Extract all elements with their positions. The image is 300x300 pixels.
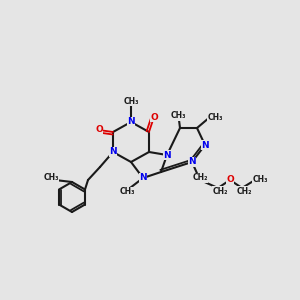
Text: CH₂: CH₂ bbox=[192, 173, 208, 182]
Text: N: N bbox=[127, 118, 135, 127]
Text: CH₃: CH₃ bbox=[123, 97, 139, 106]
Text: N: N bbox=[163, 151, 171, 160]
Text: CH₃: CH₃ bbox=[119, 188, 135, 196]
Text: O: O bbox=[150, 112, 158, 122]
Text: N: N bbox=[109, 148, 117, 157]
Text: CH₃: CH₃ bbox=[170, 112, 186, 121]
Text: CH₂: CH₂ bbox=[236, 187, 252, 196]
Text: N: N bbox=[188, 158, 196, 166]
Text: O: O bbox=[95, 125, 103, 134]
Text: O: O bbox=[226, 176, 234, 184]
Text: N: N bbox=[139, 173, 147, 182]
Text: CH₃: CH₃ bbox=[43, 172, 59, 182]
Text: N: N bbox=[201, 140, 209, 149]
Text: CH₃: CH₃ bbox=[252, 176, 268, 184]
Text: CH₃: CH₃ bbox=[207, 112, 223, 122]
Text: CH₂: CH₂ bbox=[212, 187, 228, 196]
